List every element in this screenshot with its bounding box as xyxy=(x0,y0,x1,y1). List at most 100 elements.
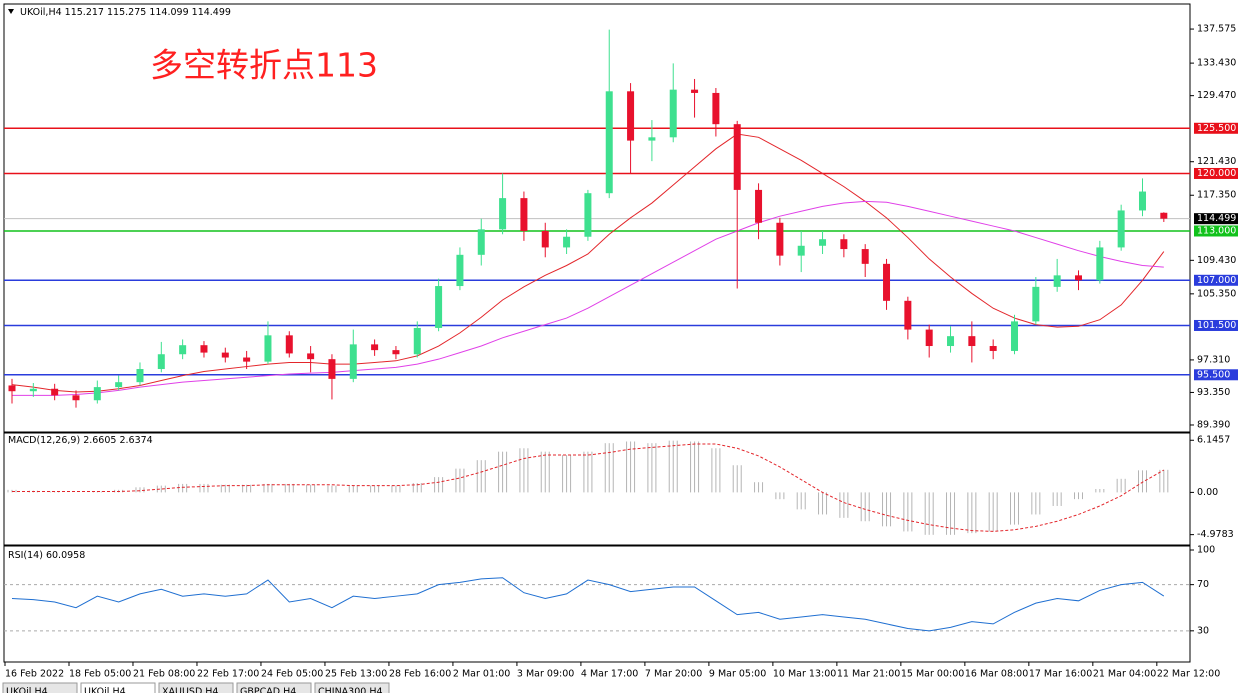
tab[interactable] xyxy=(80,682,156,693)
candle-body xyxy=(264,335,272,362)
macd-title: MACD(12,26,9) xyxy=(8,435,80,446)
x-tick-label: 2 Mar 01:00 xyxy=(453,669,510,680)
x-tick-label: 16 Mar 08:00 xyxy=(965,669,1028,680)
candle-body xyxy=(541,230,549,248)
candle-body xyxy=(200,345,208,353)
x-tick-label: 9 Mar 05:00 xyxy=(709,669,766,680)
x-tick-label: 25 Feb 13:00 xyxy=(325,669,387,680)
x-tick-label: 11 Mar 21:00 xyxy=(837,669,900,680)
candle-body xyxy=(712,92,720,125)
candle-body xyxy=(648,137,656,141)
line xyxy=(12,200,1164,396)
level-label: 95.500 xyxy=(1197,369,1230,380)
level-label: 120.000 xyxy=(1197,168,1236,179)
candle-body xyxy=(947,336,955,347)
y-tick-label: 109.430 xyxy=(1197,255,1236,266)
price-label: 114.499 xyxy=(1197,213,1236,224)
ohlc: 114.099 xyxy=(149,7,188,18)
candle-body xyxy=(1096,247,1104,281)
tab-label[interactable]: UKOil,H4 xyxy=(84,687,126,693)
tab-label[interactable]: CHINA300,H4 xyxy=(318,687,383,693)
tab-label[interactable]: UKOil,H4 xyxy=(6,687,48,693)
tab[interactable] xyxy=(158,682,234,693)
candle-body xyxy=(115,382,123,388)
candle-body xyxy=(307,353,315,360)
candle-body xyxy=(776,222,784,256)
candle-body xyxy=(477,229,485,255)
candle-body xyxy=(925,329,933,347)
y-tick-label: 89.390 xyxy=(1197,419,1230,430)
candle-body xyxy=(51,388,59,396)
rsi-header: RSI(14) 60.0958 xyxy=(8,550,85,561)
level-label: 101.500 xyxy=(1197,320,1236,331)
candle-body xyxy=(883,263,891,301)
y-tick-label: 121.430 xyxy=(1197,156,1236,167)
x-tick-label: 28 Feb 16:00 xyxy=(389,669,451,680)
y-tick-label: 0.00 xyxy=(1197,487,1218,498)
candle-body xyxy=(861,249,869,264)
annotation: 多空转折点113 xyxy=(150,46,378,85)
y-tick-label: 97.310 xyxy=(1197,354,1230,365)
candle-body xyxy=(349,344,357,379)
x-tick-label: 21 Mar 04:00 xyxy=(1093,669,1156,680)
y-tick-label: 133.430 xyxy=(1197,58,1236,69)
candle-body xyxy=(29,388,37,392)
x-tick-label: 3 Mar 09:00 xyxy=(517,669,574,680)
tab[interactable] xyxy=(2,682,78,693)
x-tick-label: 15 Mar 00:00 xyxy=(901,669,964,680)
symbol: UKOil,H4 xyxy=(20,7,62,18)
y-tick-label: 93.350 xyxy=(1197,387,1230,398)
tab-label[interactable]: XAUUSD,H4 xyxy=(162,687,218,693)
candle-body xyxy=(435,286,443,328)
x-tick-label: 22 Feb 17:00 xyxy=(197,669,259,680)
level-tag xyxy=(1194,319,1238,331)
candle-body xyxy=(243,357,251,362)
x-tick-label: 16 Feb 2022 xyxy=(5,669,64,680)
candle-body xyxy=(904,300,912,330)
candle-body xyxy=(605,91,613,194)
line xyxy=(11,577,1165,632)
x-tick-label: 21 Feb 08:00 xyxy=(133,669,195,680)
candle-body xyxy=(819,239,827,246)
candle-body xyxy=(157,354,165,370)
symbol-header: UKOil,H4 115.217 115.275 114.099 114.499 xyxy=(20,7,231,18)
candle-body xyxy=(456,254,464,287)
candle-body xyxy=(1053,275,1061,287)
candle-body xyxy=(1160,212,1168,219)
candle-body xyxy=(1138,191,1146,211)
candle-body xyxy=(413,327,421,355)
ohlc: 114.499 xyxy=(192,7,231,18)
candle-body xyxy=(1117,210,1125,248)
tab[interactable] xyxy=(314,682,390,693)
level-label: 113.000 xyxy=(1197,225,1236,236)
candle-body xyxy=(840,239,848,250)
tab[interactable] xyxy=(236,682,312,693)
level-tag xyxy=(1194,225,1238,237)
y-tick-label: 100 xyxy=(1197,545,1215,556)
macd-header: MACD(12,26,9) 2.6605 2.6374 xyxy=(8,435,153,446)
price-tag xyxy=(1194,213,1238,225)
y-tick-label: 105.350 xyxy=(1197,288,1236,299)
candle-body xyxy=(285,335,293,354)
candle-body xyxy=(179,345,187,355)
candle-body xyxy=(221,352,229,358)
level-tag xyxy=(1194,274,1238,286)
y-tick-label: 137.575 xyxy=(1197,24,1236,35)
menu-arrow xyxy=(8,9,14,14)
level-tag xyxy=(1194,167,1238,179)
tab-label[interactable]: GBPCAD,H4 xyxy=(240,687,296,693)
macd-value: 2.6374 xyxy=(119,435,152,446)
price-panel xyxy=(3,3,1191,433)
candle-body xyxy=(755,189,763,223)
x-tick-label: 24 Feb 05:00 xyxy=(261,669,323,680)
candle-body xyxy=(93,387,101,401)
candle-body xyxy=(72,395,80,401)
x-tick-label: 22 Mar 12:00 xyxy=(1157,669,1220,680)
candle-body xyxy=(669,89,677,138)
y-tick-label: 30 xyxy=(1197,625,1209,636)
candle-body xyxy=(328,359,336,379)
candle-body xyxy=(1075,275,1082,281)
candle-body xyxy=(733,124,741,190)
level-label: 107.000 xyxy=(1197,275,1236,286)
rsi-title: RSI(14) xyxy=(8,550,43,561)
